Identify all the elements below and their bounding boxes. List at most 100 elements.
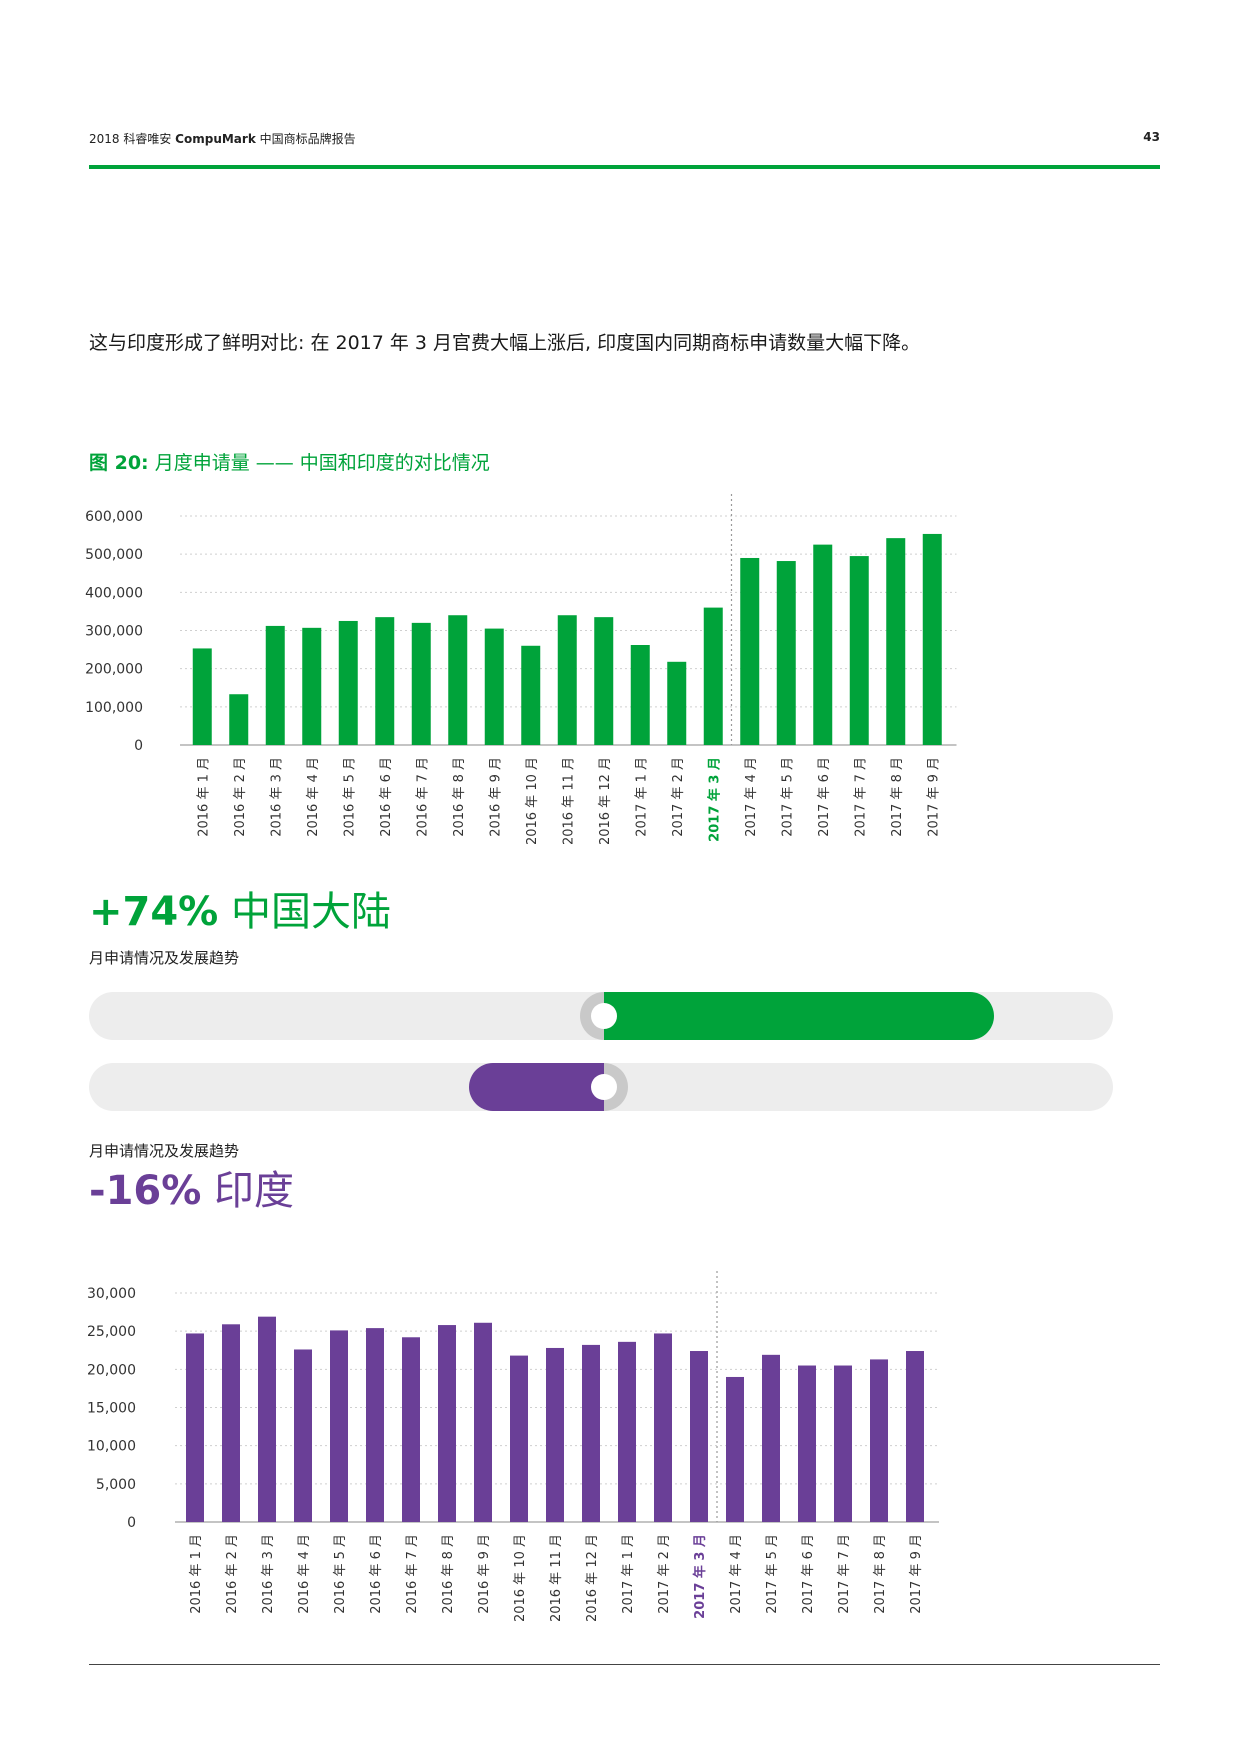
x-tick-label: 2016 年 11 月 [549, 1534, 564, 1622]
y-tick-label: 30,000 [87, 1286, 136, 1302]
x-tick-label: 2016 年 3 月 [261, 1534, 276, 1614]
y-tick-label: 10,000 [87, 1439, 136, 1455]
figure-label: 图 20: [89, 452, 149, 474]
x-tick-label: 2017 年 4 月 [729, 1534, 744, 1614]
x-tick-label: 2017 年 8 月 [890, 757, 905, 837]
bar [366, 1328, 384, 1522]
bar [546, 1347, 564, 1522]
china-trend-track [89, 992, 1113, 1040]
x-tick-label: 2016 年 6 月 [379, 757, 394, 837]
bar [192, 648, 212, 745]
india-trend-knob [580, 1063, 628, 1111]
y-tick-label: 400,000 [85, 585, 143, 601]
bar [886, 538, 906, 745]
bar [302, 627, 322, 745]
x-tick-label: 2016 年 2 月 [233, 757, 248, 837]
header-suffix: 中国商标品牌报告 [255, 132, 356, 146]
bar [474, 1322, 492, 1522]
bar [906, 1351, 924, 1522]
x-tick-label: 2017 年 1 月 [634, 757, 649, 837]
x-tick-label: 2016 年 9 月 [488, 757, 503, 837]
figure-title: 月度申请量 —— 中国和印度的对比情况 [148, 452, 490, 474]
china-pct: +74% [89, 889, 219, 935]
x-tick-label: 2017 年 3 月 [706, 757, 722, 842]
x-tick-label: 2016 年 7 月 [405, 1534, 420, 1614]
y-tick-label: 0 [134, 738, 143, 754]
figure-caption: 图 20: 月度申请量 —— 中国和印度的对比情况 [89, 448, 490, 475]
china-stat-heading: +74% 中国大陆 [89, 884, 391, 940]
x-tick-label: 2016 年 8 月 [441, 1534, 456, 1614]
x-tick-label: 2016 年 5 月 [333, 1534, 348, 1614]
y-tick-label: 300,000 [85, 624, 143, 640]
x-tick-label: 2017 年 6 月 [817, 757, 832, 837]
china-trend-knob [580, 992, 628, 1040]
bar [762, 1354, 780, 1522]
page-number: 43 [1143, 130, 1160, 144]
x-tick-label: 2017 年 6 月 [801, 1534, 816, 1614]
report-header: 2018 科睿唯安 CompuMark 中国商标品牌报告 [89, 130, 356, 147]
x-tick-label: 2016 年 8 月 [452, 757, 467, 837]
x-tick-label: 2016 年 1 月 [196, 757, 211, 837]
bar [258, 1316, 276, 1522]
bar [265, 625, 285, 745]
y-tick-label: 500,000 [85, 547, 143, 563]
bar [521, 645, 541, 745]
y-tick-label: 0 [127, 1515, 136, 1531]
bar [922, 533, 942, 745]
bar [726, 1376, 744, 1522]
india-stat-heading: -16% 印度 [89, 1163, 294, 1219]
bar [402, 1337, 420, 1522]
bar [690, 1351, 708, 1522]
x-tick-label: 2017 年 5 月 [780, 757, 795, 837]
bar [776, 561, 796, 745]
bar [557, 615, 577, 745]
bar [448, 615, 468, 745]
china-region: 中国大陆 [218, 889, 391, 935]
bar [813, 544, 833, 745]
x-tick-label: 2017 年 2 月 [671, 757, 686, 837]
bar [294, 1349, 312, 1522]
y-tick-label: 600,000 [85, 509, 143, 525]
bar [594, 617, 614, 745]
bar [630, 645, 650, 745]
x-tick-label: 2016 年 6 月 [369, 1534, 384, 1614]
china-trend-fill [604, 992, 994, 1040]
x-tick-label: 2016 年 10 月 [513, 1534, 528, 1622]
header-brand: CompuMark [175, 132, 256, 146]
bar [870, 1359, 888, 1522]
india-region: 印度 [201, 1168, 295, 1214]
bar [703, 607, 723, 745]
x-tick-label: 2016 年 12 月 [598, 757, 613, 845]
x-tick-label: 2017 年 1 月 [621, 1534, 636, 1614]
header-rule [89, 165, 1160, 169]
china-monthly-bar-chart: 0 100,000 200,000 300,000 400,000 500,000 600,… [85, 494, 957, 845]
bar [375, 617, 395, 745]
bar [654, 1333, 672, 1522]
x-tick-label: 2016 年 3 月 [269, 757, 284, 837]
bar [740, 557, 760, 745]
x-tick-label: 2016 年 1 月 [189, 1534, 204, 1614]
bar [834, 1365, 852, 1522]
india-trend-track [89, 1063, 1113, 1111]
y-tick-label: 25,000 [87, 1324, 136, 1340]
bar [582, 1344, 600, 1522]
x-tick-label: 2016 年 10 月 [525, 757, 540, 845]
bar [510, 1355, 528, 1522]
x-tick-label: 2016 年 12 月 [585, 1534, 600, 1622]
footer-rule [89, 1664, 1160, 1665]
x-tick-label: 2017 年 5 月 [765, 1534, 780, 1614]
x-tick-label: 2017 年 3 月 [692, 1534, 708, 1619]
x-tick-label: 2017 年 7 月 [837, 1534, 852, 1614]
bar [798, 1365, 816, 1522]
y-tick-label: 5,000 [96, 1477, 136, 1493]
bar [222, 1324, 240, 1522]
y-tick-label: 200,000 [85, 662, 143, 678]
bar [186, 1333, 204, 1522]
x-tick-label: 2016 年 5 月 [342, 757, 357, 837]
x-tick-label: 2017 年 2 月 [657, 1534, 672, 1614]
bar [229, 694, 249, 745]
bar [411, 622, 431, 745]
bar [667, 661, 687, 745]
x-tick-label: 2017 年 4 月 [744, 757, 759, 837]
x-tick-label: 2016 年 4 月 [306, 757, 321, 837]
